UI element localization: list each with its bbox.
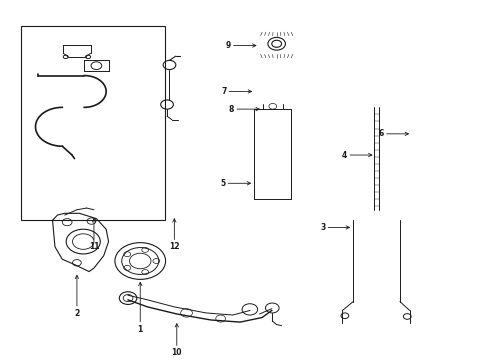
Text: 10: 10 [172, 348, 182, 357]
Text: 6: 6 [379, 129, 384, 138]
Text: 12: 12 [169, 242, 180, 251]
Text: 7: 7 [221, 87, 226, 96]
Text: 3: 3 [320, 223, 325, 232]
Text: 9: 9 [225, 41, 231, 50]
Text: 4: 4 [342, 150, 347, 159]
Text: 2: 2 [74, 309, 79, 318]
Text: 8: 8 [229, 105, 234, 114]
Text: 11: 11 [89, 242, 99, 251]
Bar [21, 26, 165, 220]
Text: 1: 1 [138, 325, 143, 334]
Text: 5: 5 [220, 179, 225, 188]
